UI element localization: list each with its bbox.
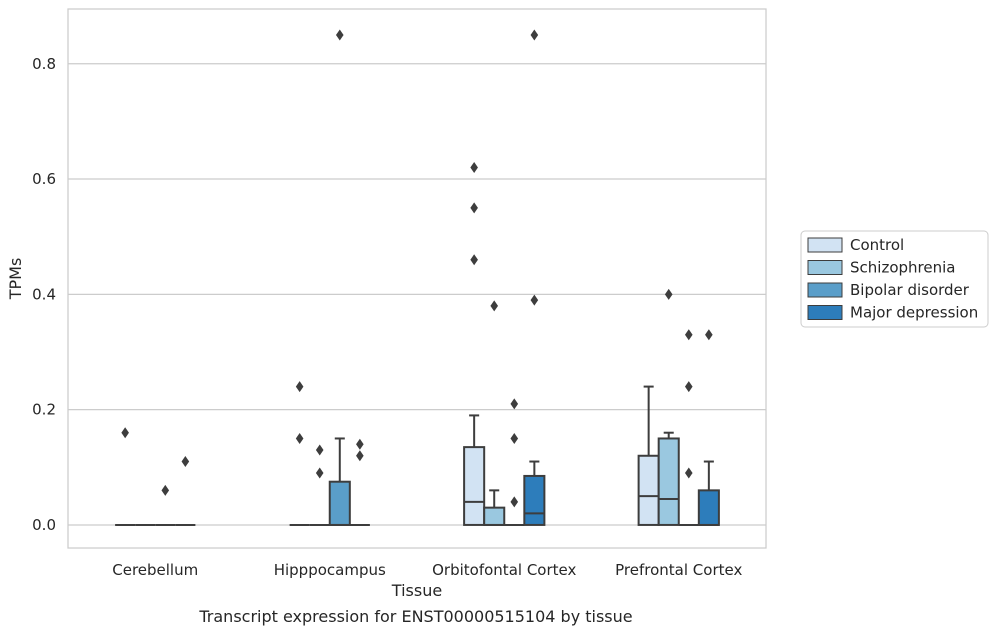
legend-swatch bbox=[807, 260, 843, 275]
outlier-point bbox=[315, 467, 324, 479]
outlier-point bbox=[684, 467, 693, 479]
legend-label: Bipolar disorder bbox=[850, 281, 970, 299]
box-body bbox=[697, 489, 720, 526]
box-2-1 bbox=[483, 300, 506, 526]
outlier-point bbox=[315, 444, 324, 456]
outlier-point bbox=[510, 398, 519, 410]
legend-frame bbox=[800, 230, 989, 328]
box-1-1 bbox=[309, 444, 330, 526]
y-tick-label: 0.0 bbox=[32, 516, 56, 534]
legend-swatch bbox=[807, 237, 843, 253]
x-tick-label: Cerebellum bbox=[112, 561, 198, 579]
legend: Control Schizophrenia Bipolar disorder Majo… bbox=[800, 230, 989, 328]
x-tick-label: Prefrontal Cortex bbox=[615, 561, 742, 579]
outlier-point bbox=[490, 300, 499, 312]
y-tick-label: 0.6 bbox=[32, 170, 56, 188]
y-tick-labels: 0.0 0.2 0.4 0.6 0.8 bbox=[32, 55, 56, 534]
y-tick-label: 0.8 bbox=[32, 55, 56, 73]
legend-swatch bbox=[807, 282, 843, 298]
box-body bbox=[637, 454, 660, 526]
outlier-point bbox=[356, 450, 364, 462]
y-tick-label: 0.2 bbox=[32, 401, 56, 419]
outlier-point bbox=[684, 381, 693, 393]
box-3-2 bbox=[678, 329, 699, 526]
x-tick-label: Orbitofontal Cortex bbox=[432, 561, 576, 579]
box-2-0 bbox=[463, 162, 486, 526]
box-3-0 bbox=[637, 385, 660, 526]
legend-label: Control bbox=[850, 236, 904, 254]
box-body bbox=[523, 474, 546, 526]
box-1-0 bbox=[289, 381, 310, 526]
x-tick-label: Hipppocampus bbox=[274, 561, 386, 579]
legend-swatch bbox=[807, 305, 843, 320]
legend-label: Schizophrenia bbox=[850, 259, 955, 277]
outlier-point bbox=[664, 288, 673, 300]
outlier-point bbox=[470, 202, 478, 214]
y-tick-label: 0.4 bbox=[32, 285, 56, 303]
box-1-2 bbox=[328, 29, 351, 526]
outlier-point bbox=[470, 254, 478, 266]
box-0-0 bbox=[115, 427, 136, 526]
box-2-3 bbox=[523, 29, 546, 526]
legend-item: Major depression bbox=[807, 304, 978, 322]
box-body bbox=[657, 437, 680, 526]
outlier-point bbox=[510, 432, 519, 444]
box-1-3 bbox=[349, 438, 370, 526]
outlier-point bbox=[684, 329, 693, 341]
x-tick-labels: Cerebellum Hipppocampus Orbitofontal Corte… bbox=[112, 561, 742, 579]
plot-frame bbox=[67, 8, 767, 549]
box-body bbox=[483, 506, 506, 526]
box-3-1 bbox=[657, 288, 680, 526]
outlier-point bbox=[705, 329, 713, 341]
outlier-point bbox=[510, 496, 519, 508]
x-axis-label: Tissue bbox=[391, 581, 442, 600]
box-body bbox=[463, 446, 486, 526]
chart-caption: Transcript expression for ENST0000051510… bbox=[198, 607, 632, 626]
legend-label: Major depression bbox=[850, 304, 978, 322]
legend-item: Bipolar disorder bbox=[807, 281, 970, 299]
box-0-3 bbox=[175, 456, 196, 526]
outlier-point bbox=[295, 432, 304, 444]
box-2-2 bbox=[504, 398, 525, 526]
outlier-point bbox=[181, 456, 190, 468]
box-body bbox=[328, 480, 351, 526]
y-axis-label: TPMs bbox=[6, 258, 25, 301]
outlier-point bbox=[121, 427, 129, 439]
outlier-point bbox=[295, 381, 304, 393]
outlier-point bbox=[530, 294, 539, 306]
box-0-2 bbox=[155, 484, 176, 526]
box-groups bbox=[115, 29, 720, 526]
outlier-point bbox=[530, 29, 539, 41]
outlier-point bbox=[356, 438, 364, 450]
legend-item: Schizophrenia bbox=[807, 259, 955, 277]
outlier-point bbox=[470, 162, 478, 174]
outlier-point bbox=[335, 29, 344, 41]
outlier-point bbox=[161, 484, 170, 496]
box-3-3 bbox=[697, 329, 720, 526]
legend-item: Control bbox=[807, 236, 904, 254]
